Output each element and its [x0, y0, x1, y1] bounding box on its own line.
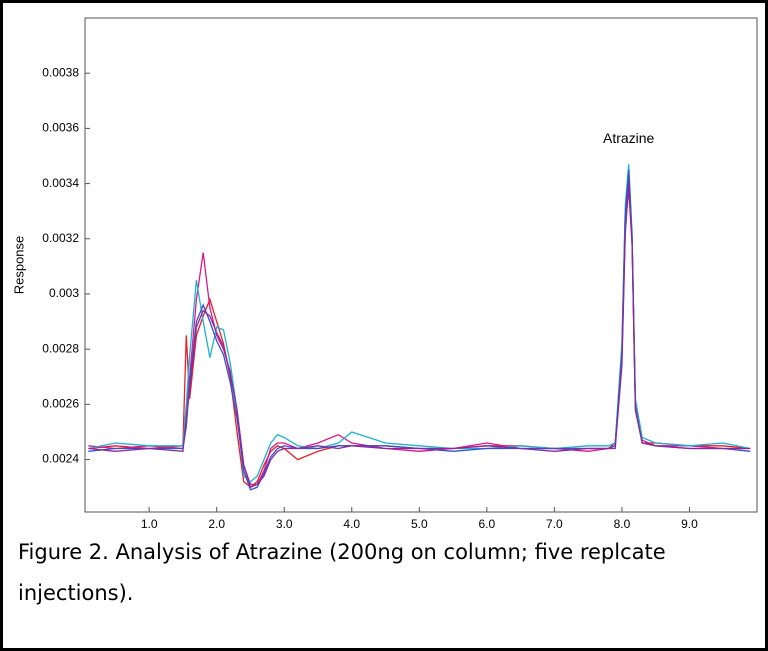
- y-tick-label: 0.0038: [42, 65, 79, 79]
- y-axis-label: Response: [11, 236, 26, 295]
- plot-frame: [84, 17, 758, 513]
- data-line: [88, 169, 751, 491]
- y-tick-label: 0.0032: [42, 231, 79, 245]
- data-line: [88, 164, 751, 483]
- y-tick-label: 0.0026: [42, 397, 79, 411]
- y-tick-label: 0.0024: [42, 452, 79, 466]
- y-tick-label: 0.0036: [42, 121, 79, 135]
- x-tick-label: 8.0: [614, 517, 631, 531]
- caption: Figure 2. Analysis of Atrazine (200ng on…: [18, 540, 666, 605]
- x-tick-label: 7.0: [546, 517, 563, 531]
- x-tick-label: 5.0: [411, 517, 428, 531]
- data-line: [88, 172, 751, 489]
- y-tick-label: 0.0028: [42, 341, 79, 355]
- x-tick-label: 6.0: [479, 517, 496, 531]
- x-tick-label: 1.0: [141, 517, 158, 531]
- x-tick-label: 9.0: [681, 517, 698, 531]
- x-tick-label: 2.0: [208, 517, 225, 531]
- y-tick-label: 0.003: [49, 286, 79, 300]
- x-tick-label: 3.0: [276, 517, 293, 531]
- data-line: [88, 189, 751, 486]
- x-tick-label: 4.0: [343, 517, 360, 531]
- y-tick-label: 0.0034: [42, 176, 79, 190]
- data-line: [88, 183, 751, 489]
- annotation: Atrazine: [603, 130, 655, 146]
